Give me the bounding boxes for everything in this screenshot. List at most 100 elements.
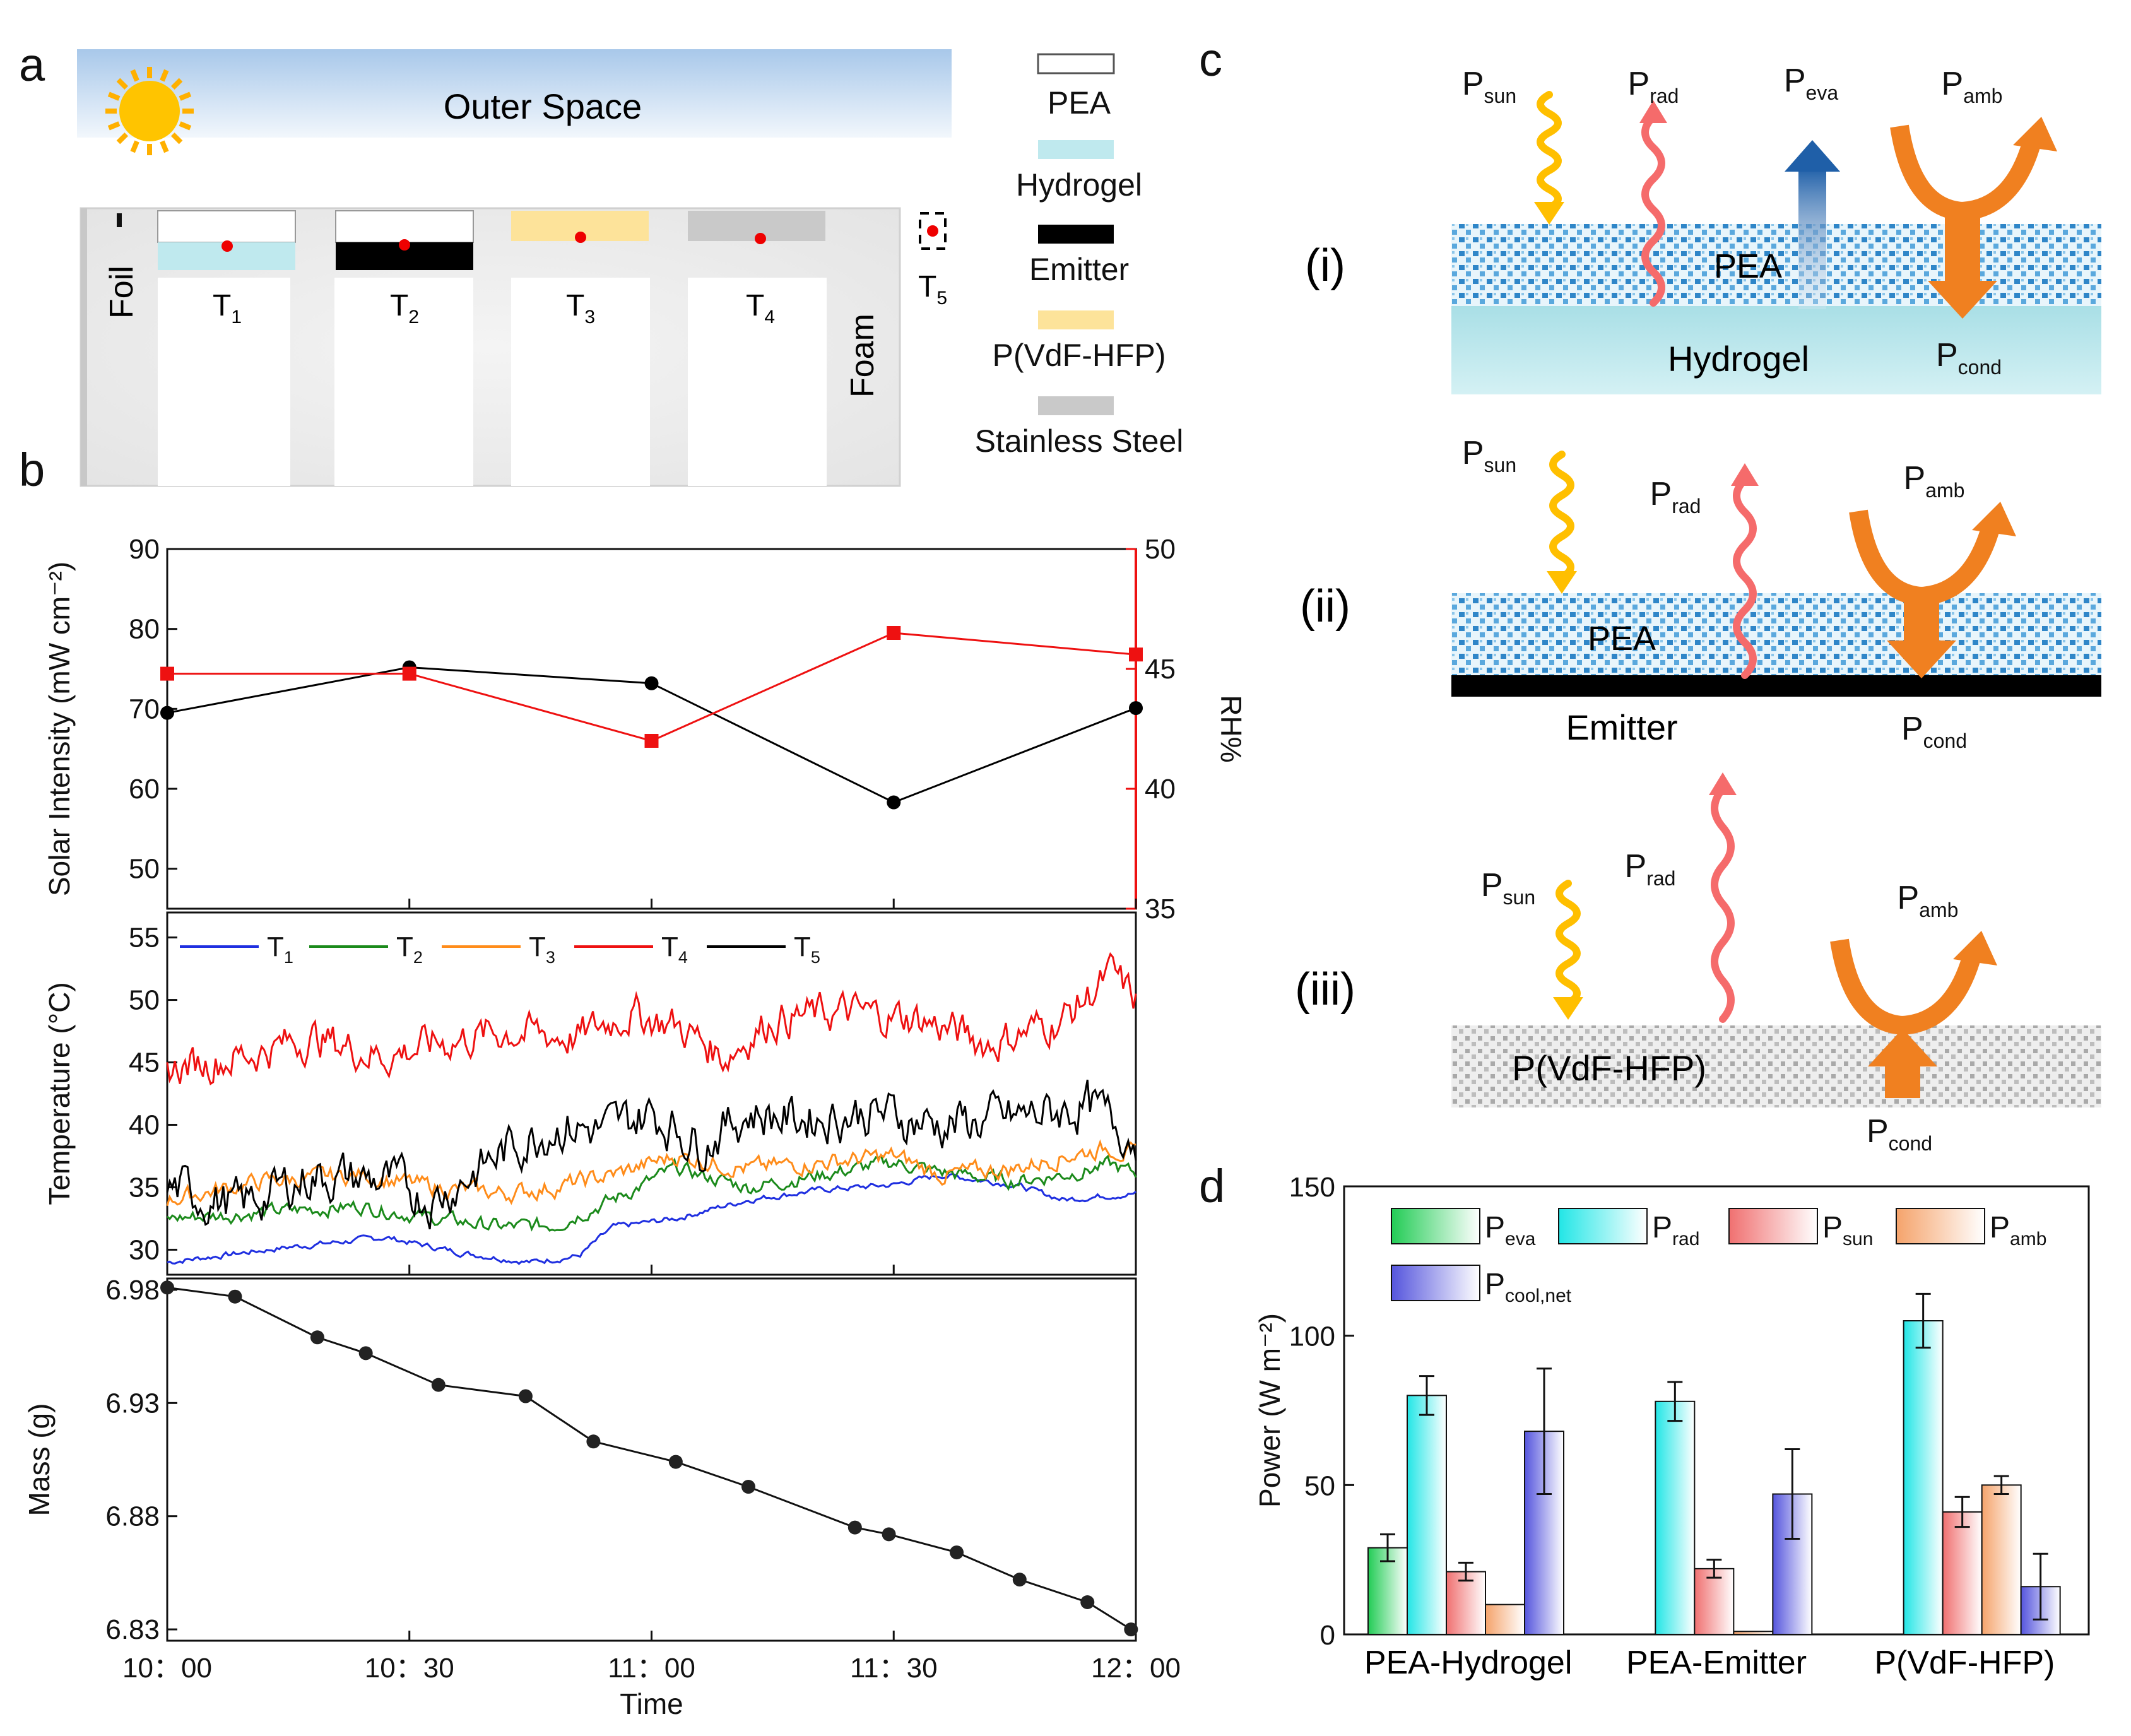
- mass-point: [950, 1545, 964, 1560]
- panel-a-legend: PEA Hydrogel Emitter P(VdF-HFP) Stainles…: [975, 53, 1184, 459]
- temperature-axis-label: Temperature (°C): [43, 982, 76, 1205]
- solar-axis-tick-label: 80: [129, 614, 160, 645]
- legend-swatch-pea: [1037, 53, 1115, 74]
- cavity-3: [511, 278, 650, 486]
- p-sun-arrow-ii: [1547, 451, 1577, 594]
- temperature-line-t4: [166, 952, 1137, 1085]
- legend-label-hydrogel: Hydrogel: [1016, 167, 1142, 203]
- mass-point: [228, 1289, 242, 1304]
- legend-label-emitter: Emitter: [1029, 252, 1129, 287]
- layer-label-emitter-ii: Emitter: [1566, 707, 1677, 747]
- layer-pvdf-iii: [1451, 1025, 2101, 1107]
- mass-point: [741, 1480, 755, 1494]
- sensor-label-t5: T5: [918, 270, 947, 309]
- mass-point: [518, 1389, 533, 1403]
- rh-axis-label: RH%: [1215, 695, 1248, 762]
- legend-swatch-pvdf: [1038, 310, 1114, 329]
- legend-label-steel: Stainless Steel: [975, 423, 1184, 459]
- panel-d-bar-chart: 0 50 100 150 Power (W m⁻²) PEA-Hydrogel PEA-Em…: [1253, 1172, 2090, 1681]
- power-legend-swatch-rad: [1558, 1208, 1648, 1244]
- rh-point: [1129, 647, 1143, 662]
- mass-axis-tick-label: 6.83: [105, 1614, 160, 1645]
- sensor-dot-2: [399, 239, 410, 251]
- p-cond-label-ii: Pcond: [1901, 711, 1967, 752]
- legend-label-pvdf: P(VdF-HFP): [993, 338, 1166, 373]
- mass-point: [431, 1378, 446, 1392]
- power-axis-tick-label: 0: [1320, 1620, 1335, 1651]
- mass-point: [882, 1527, 896, 1542]
- mass-point: [847, 1520, 862, 1535]
- layer-hydrogel-i: [1451, 306, 2101, 394]
- layer-label-hydrogel-i: Hydrogel: [1668, 339, 1809, 379]
- foam-label: Foam: [844, 314, 881, 398]
- sun-icon: [105, 67, 194, 155]
- rh-point: [160, 666, 174, 681]
- p-sun-arrow-iii: [1553, 880, 1583, 1020]
- mass-point: [1080, 1595, 1095, 1610]
- panel-letter-d: d: [1199, 1160, 1225, 1212]
- rh-point: [887, 626, 901, 640]
- foil-marker: [117, 213, 122, 227]
- rh-axis-tick-label: 45: [1145, 654, 1176, 685]
- solar-axis-tick-label: 60: [129, 774, 160, 805]
- p-sun-label-ii: Psun: [1462, 435, 1516, 476]
- legend-swatch-hydrogel: [1038, 140, 1114, 159]
- sensor-dot-4: [755, 233, 766, 244]
- mass-point: [586, 1434, 601, 1449]
- category-label-2: PEA-Emitter: [1626, 1644, 1807, 1681]
- legend-swatch-emitter: [1038, 225, 1114, 244]
- p-rad-arrow-ii: [1731, 463, 1759, 679]
- p-amb-cond-arrow-ii: [1849, 502, 2016, 678]
- power-legend-swatch-amb: [1896, 1208, 1985, 1244]
- legend-swatch-steel: [1038, 396, 1114, 415]
- panel-letter-b: b: [19, 444, 45, 496]
- power-axis-tick-label: 100: [1289, 1321, 1335, 1352]
- sample-pea-2: [335, 210, 474, 243]
- solar-axis-tick-label: 50: [129, 854, 160, 885]
- bar-eva-1: [1367, 1547, 1408, 1636]
- bar-sun-3: [1942, 1511, 1983, 1636]
- bar-sun-2: [1694, 1568, 1735, 1636]
- solar-axis-tick-label: 70: [129, 694, 160, 724]
- power-legend-label-amb: Pamb: [1990, 1211, 2046, 1249]
- p-eva-label-i: Peva: [1784, 62, 1838, 104]
- panel-letter-c: c: [1199, 33, 1222, 86]
- mass-axis-tick-label: 6.93: [105, 1388, 160, 1419]
- sensor-label-t4: T4: [746, 289, 775, 328]
- bar-amb-3: [1981, 1484, 2022, 1635]
- cavity-1: [158, 278, 290, 486]
- outer-space-band: [77, 49, 952, 138]
- cavity-4: [688, 278, 827, 486]
- temperature-axis-tick-label: 45: [129, 1048, 160, 1078]
- bar-rad-1: [1407, 1395, 1447, 1635]
- foil-strip: [81, 208, 87, 486]
- p-cond-label-iii: Pcond: [1867, 1113, 1932, 1155]
- mass-point: [160, 1280, 174, 1295]
- p-rad-label-ii: Prad: [1650, 476, 1701, 517]
- p-rad-label-iii: Prad: [1625, 848, 1676, 890]
- x-tick-label: 12：00: [1091, 1653, 1181, 1684]
- sensor-label-t1: T1: [213, 289, 242, 328]
- solar-intensity-point: [644, 676, 659, 690]
- p-amb-label-i: Pamb: [1942, 66, 2003, 107]
- solar-rh-chart-frame: [166, 548, 1137, 910]
- rh-point: [402, 666, 416, 681]
- row-label-i: (i): [1305, 240, 1345, 291]
- panel-letter-a: a: [19, 38, 45, 91]
- rh-axis-tick-label: 50: [1145, 534, 1176, 565]
- p-amb-label-iii: Pamb: [1898, 880, 1959, 921]
- mass-point: [668, 1455, 683, 1469]
- temperature-axis-tick-label: 50: [129, 985, 160, 1016]
- rh-axis-tick-label: 35: [1145, 894, 1176, 924]
- rh-axis-tick-label: 40: [1145, 774, 1176, 805]
- cavity-2: [334, 278, 473, 486]
- temperature-line-t5: [166, 1079, 1137, 1230]
- power-legend-label-eva: Peva: [1485, 1211, 1536, 1249]
- layer-label-pea-i: PEA: [1714, 247, 1782, 285]
- mass-point: [1012, 1573, 1027, 1587]
- power-axis-label: Power (W m⁻²): [1253, 1313, 1286, 1508]
- mass-axis-tick-label: 6.98: [105, 1275, 160, 1306]
- layer-pea-ii: [1451, 593, 2101, 675]
- p-cond-label-i: Pcond: [1936, 337, 2002, 379]
